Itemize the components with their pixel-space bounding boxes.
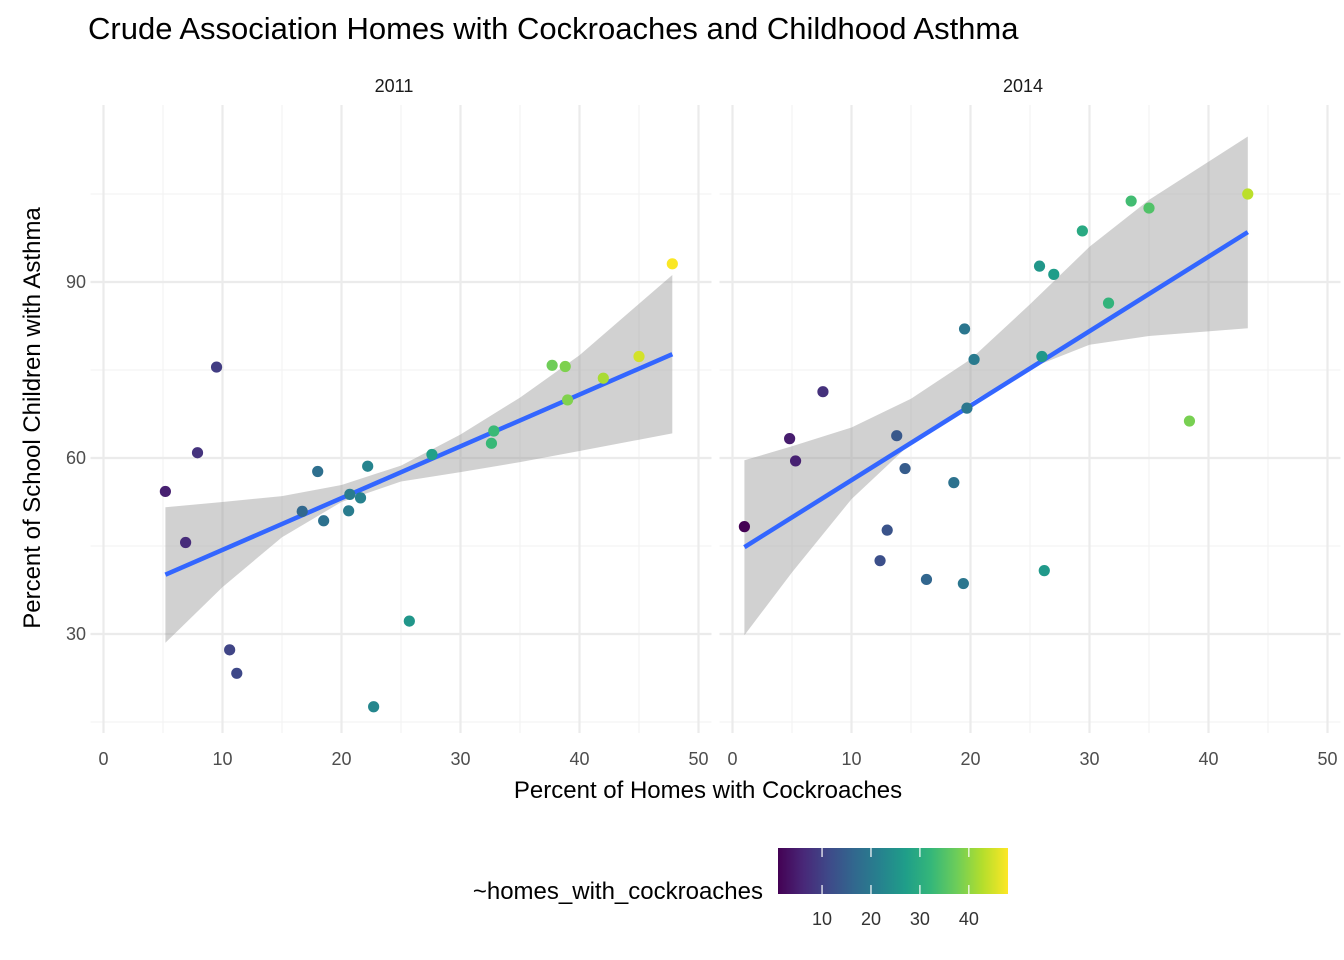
y-tick-label: 60 xyxy=(66,448,86,468)
data-point xyxy=(948,477,960,489)
data-point xyxy=(562,394,574,406)
data-point xyxy=(957,577,969,590)
data-point xyxy=(784,433,796,445)
x-tick-label: 10 xyxy=(212,749,232,769)
x-tick-label: 50 xyxy=(688,749,708,769)
data-point xyxy=(874,555,886,567)
data-point xyxy=(899,462,911,475)
x-axis-title: Percent of Homes with Cockroaches xyxy=(514,777,902,804)
data-point xyxy=(354,492,367,504)
data-point xyxy=(488,425,500,437)
regression-line xyxy=(743,230,1249,550)
data-point xyxy=(159,485,171,498)
data-point xyxy=(597,372,609,384)
data-point xyxy=(920,573,933,586)
data-point xyxy=(1076,225,1088,237)
legend-title: ~homes_with_cockroaches xyxy=(473,878,763,905)
data-point xyxy=(210,361,223,373)
data-point xyxy=(1038,565,1050,577)
data-point xyxy=(343,505,355,517)
x-tick-label: 0 xyxy=(727,749,737,769)
x-tick-label: 0 xyxy=(98,749,108,769)
data-point xyxy=(633,350,645,363)
data-point xyxy=(559,360,571,373)
panel-2014: 0 10 20 30 40 50 xyxy=(719,105,1341,769)
x-tick-label: 40 xyxy=(569,749,589,769)
regression-line xyxy=(164,352,674,577)
data-point xyxy=(485,437,498,449)
legend-colorbar xyxy=(778,848,1008,894)
data-point xyxy=(738,521,751,533)
legend-tick-label: 20 xyxy=(861,909,881,929)
panel-strip-2014: 2014 xyxy=(1003,76,1043,96)
y-axis-title: Percent of School Children with Asthma xyxy=(19,207,46,629)
data-point xyxy=(961,402,973,414)
x-tick-label: 20 xyxy=(960,749,980,769)
data-point xyxy=(1125,195,1137,207)
data-point xyxy=(426,448,438,461)
data-point xyxy=(1183,415,1196,427)
confidence-band xyxy=(744,136,1248,636)
data-point xyxy=(1102,297,1115,309)
data-point xyxy=(403,615,415,627)
data-point xyxy=(817,386,829,398)
data-point xyxy=(180,536,192,549)
data-point xyxy=(1048,268,1060,280)
y-tick-label: 30 xyxy=(66,624,86,644)
data-point xyxy=(368,701,380,713)
x-tick-label: 30 xyxy=(1079,749,1099,769)
data-point xyxy=(1036,350,1048,363)
data-point xyxy=(191,447,204,459)
data-point xyxy=(968,353,980,366)
data-point xyxy=(958,323,971,335)
data-point xyxy=(224,644,236,656)
data-point xyxy=(666,258,678,270)
x-tick-label: 10 xyxy=(841,749,861,769)
x-tick-label: 20 xyxy=(331,749,351,769)
data-point xyxy=(891,430,903,442)
x-tick-label: 30 xyxy=(450,749,470,769)
data-point xyxy=(1242,188,1254,200)
legend-tick-label: 30 xyxy=(910,909,930,929)
chart-title: Crude Association Homes with Cockroaches… xyxy=(88,11,1019,46)
data-point xyxy=(1033,260,1046,272)
x-tick-label: 50 xyxy=(1317,749,1337,769)
legend-tick-label: 40 xyxy=(959,909,979,929)
data-point xyxy=(881,524,893,536)
data-point xyxy=(296,505,308,517)
panel-2011: 0 10 20 30 40 50 30 60 90 xyxy=(66,105,712,769)
panel-strip-2011: 2011 xyxy=(375,76,414,96)
confidence-band xyxy=(165,275,673,643)
legend-tick-label: 10 xyxy=(812,909,832,929)
color-legend: ~homes_with_cockroaches 10 20 30 40 xyxy=(473,848,1008,929)
data-point xyxy=(362,460,374,472)
data-point xyxy=(231,667,243,679)
data-point xyxy=(789,455,802,467)
data-point xyxy=(312,465,324,478)
y-tick-label: 90 xyxy=(66,272,86,292)
data-point xyxy=(318,515,330,527)
data-point xyxy=(1143,202,1155,214)
data-point xyxy=(344,488,356,500)
data-point xyxy=(546,359,558,371)
x-tick-label: 40 xyxy=(1198,749,1218,769)
